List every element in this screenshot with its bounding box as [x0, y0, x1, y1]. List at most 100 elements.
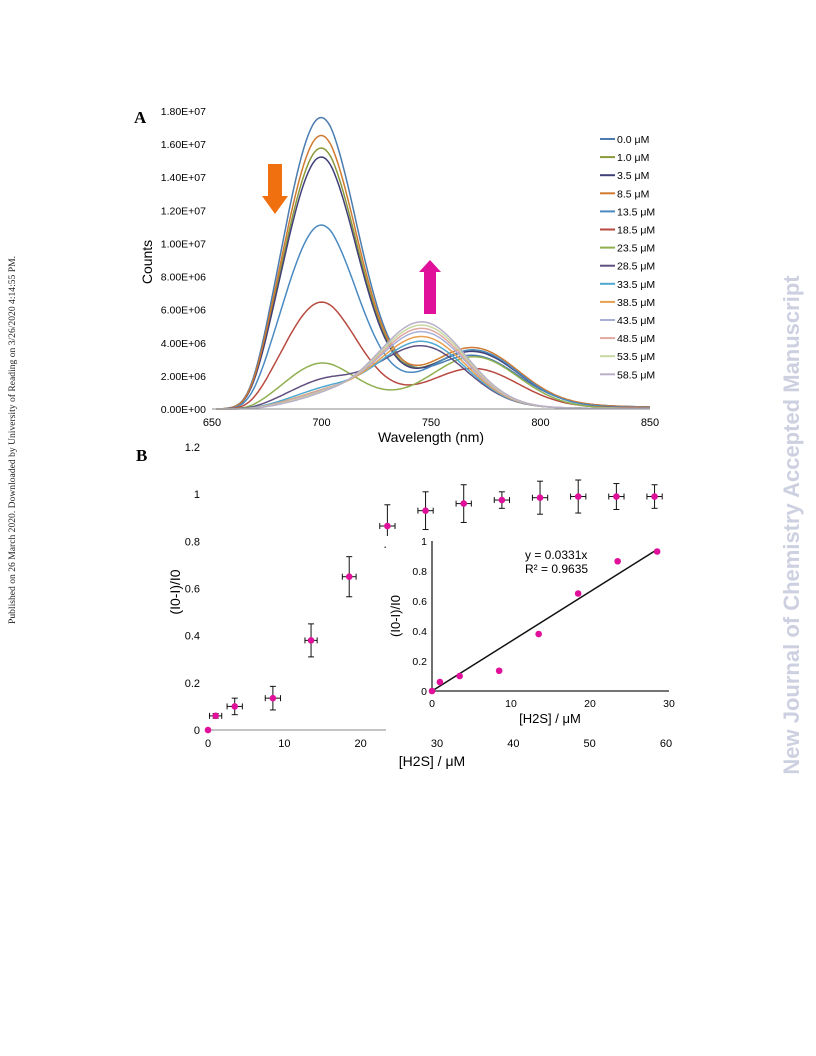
inset-x-tick-label: 10	[505, 698, 517, 710]
panel-b-y-tick-label: 0.8	[185, 536, 200, 548]
data-point	[498, 496, 506, 504]
inset-x-tick-label: 20	[584, 698, 596, 710]
watermark-text: New Journal of Chemistry Accepted Manusc…	[779, 275, 804, 775]
inset-data-point	[436, 678, 444, 686]
panel-a-x-tick-label: 850	[641, 417, 659, 429]
spectrum-series-line	[216, 356, 650, 410]
spectrum-series-line	[216, 321, 650, 410]
inset-data-point	[574, 590, 582, 597]
inset-r-squared: R² = 0.9635	[525, 562, 588, 576]
data-point	[651, 493, 658, 500]
legend-entry-label: 53.5 μM	[617, 351, 655, 363]
data-point	[613, 493, 620, 500]
inset-x-tick-label: 0	[429, 698, 435, 710]
panel-a-y-tick-label: 1.60E+07	[161, 139, 206, 151]
legend-entry-label: 1.0 μM	[617, 152, 649, 164]
publication-note-text: Published on 26 March 2020. Downloaded b…	[7, 256, 18, 624]
legend-entry-label: 38.5 μM	[617, 297, 655, 309]
panel-b-x-tick-label: 20	[355, 738, 367, 750]
panel-b-x-tick-label: 50	[584, 738, 596, 750]
legend-entry-label: 33.5 μM	[617, 279, 655, 291]
inset-data-point	[456, 672, 463, 680]
panel-a-x-tick-label: 750	[422, 417, 440, 429]
inset-data-point	[614, 557, 621, 565]
decrease-arrow-icon	[262, 164, 288, 214]
inset-data-point	[495, 667, 503, 675]
inset-fit-line	[431, 548, 658, 692]
legend-entry-label: 0.0 μM	[617, 134, 649, 146]
data-point	[460, 500, 468, 507]
panel-a-y-tick-label: 1.00E+07	[161, 238, 206, 250]
data-point	[422, 507, 429, 514]
panel-a-y-tick-label: 2.00E+06	[161, 371, 206, 383]
legend-entry-label: 58.5 μM	[617, 369, 655, 381]
panel-b-y-tick-label: 1	[194, 489, 200, 501]
panel-b-x-tick-label: 30	[431, 738, 443, 750]
inset-axes: 0 10 20 30 0 0.2 0.4 0.6 0.8 1	[412, 536, 675, 710]
spectrum-series-line	[216, 344, 650, 410]
inset-y-tick-label: 0.6	[412, 596, 427, 608]
inset-linear-fit-chart: (I0-I)/I0 [H2S] / μM y = 0.0331x R² = 0.…	[386, 536, 676, 734]
legend-entry-label: 48.5 μM	[617, 333, 655, 345]
data-point	[212, 712, 219, 720]
legend-entry-label: 3.5 μM	[617, 170, 649, 182]
panel-a-y-tick-label: 1.20E+07	[161, 205, 206, 217]
inset-data-point	[653, 548, 661, 555]
panel-b-y-tick-label: 0.6	[185, 584, 200, 596]
increase-arrow-icon	[419, 260, 441, 314]
panel-a-y-tick-label: 4.00E+06	[161, 338, 206, 350]
panel-a-label: A	[134, 108, 147, 127]
inset-y-tick-label: 1	[421, 536, 427, 548]
inset-xlabel: [H2S] / μM	[519, 711, 581, 726]
legend-entry-label: 8.5 μM	[617, 188, 649, 200]
spectrum-series-line	[216, 301, 650, 410]
panel-a-y-tick-label: 8.00E+06	[161, 272, 206, 284]
panel-a-y-tick-label: 0.00E+00	[161, 404, 206, 416]
inset-equation: y = 0.0331x	[525, 548, 587, 562]
panel-a-series-group	[216, 116, 651, 410]
spectrum-series-line	[216, 224, 651, 410]
inset-y-tick-label: 0	[421, 686, 427, 698]
panel-a-ylabel: Counts	[139, 240, 155, 284]
inset-data-point	[535, 630, 542, 638]
legend-entry-label: 18.5 μM	[617, 225, 655, 237]
legend-entry-label: 43.5 μM	[617, 315, 655, 327]
legend-entry-label: 28.5 μM	[617, 261, 655, 273]
data-point	[536, 494, 544, 502]
panel-b-points	[204, 479, 663, 734]
data-point	[231, 703, 239, 710]
panel-a-spectra-chart: A Counts Wavelength (nm) 650 700 750 800 850…	[134, 106, 659, 445]
panel-b-x-tick-label: 60	[660, 738, 672, 750]
inset-ylabel: (I0-I)/I0	[388, 595, 403, 637]
panel-a-x-tick-label: 700	[312, 417, 330, 429]
panel-b-x-tick-label: 0	[205, 738, 211, 750]
panel-b-ylabel: (I0-I)/I0	[167, 569, 183, 614]
panel-a-xlabel: Wavelength (nm)	[378, 429, 484, 445]
data-point	[345, 573, 353, 581]
inset-y-tick-label: 0.2	[412, 656, 427, 668]
publication-note: Published on 26 March 2020. Downloaded b…	[7, 256, 18, 624]
inset-data-point	[428, 687, 436, 695]
panel-b-y-tick-label: 0.4	[185, 631, 200, 643]
spectrum-series-line	[216, 327, 650, 410]
panel-a-y-tick-label: 1.40E+07	[161, 172, 206, 184]
data-point	[204, 726, 212, 734]
panel-b-label: B	[136, 446, 147, 465]
panel-a-axes: 650 700 750 800 850 0.00E+00 2.00E+06 4.00E+06 6…	[161, 106, 659, 429]
data-point	[269, 694, 277, 702]
inset-points	[428, 548, 661, 695]
inset-x-tick-label: 30	[663, 698, 675, 710]
linear-fit-line	[431, 548, 658, 692]
panel-b-x-tick-label: 10	[278, 738, 290, 750]
legend-entry-label: 23.5 μM	[617, 243, 655, 255]
spectrum-series-line	[216, 134, 650, 410]
panel-a-y-tick-label: 6.00E+06	[161, 305, 206, 317]
panel-a-x-tick-label: 800	[531, 417, 549, 429]
panel-b-y-tick-label: 0.2	[185, 678, 200, 690]
journal-watermark: New Journal of Chemistry Accepted Manusc…	[779, 275, 804, 775]
data-point	[384, 522, 391, 530]
panel-b-x-tick-label: 40	[507, 738, 519, 750]
panel-b-y-tick-label: 0	[194, 725, 200, 737]
inset-y-tick-label: 0.8	[412, 566, 427, 578]
